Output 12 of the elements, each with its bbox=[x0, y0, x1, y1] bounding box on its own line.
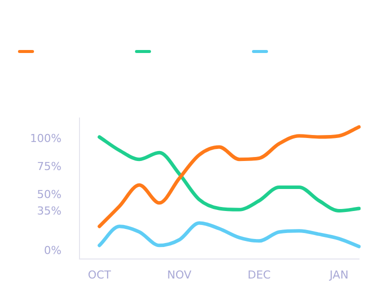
x-tick-label: OCT bbox=[88, 268, 112, 282]
y-tick-label: 50% bbox=[36, 188, 62, 201]
line-series bbox=[98, 135, 361, 212]
x-tick-label: NOV bbox=[167, 268, 192, 282]
line-series bbox=[98, 125, 361, 228]
y-tick-label: 35% bbox=[36, 204, 62, 218]
x-tick-label: JAN bbox=[328, 268, 348, 282]
y-tick-label: 0% bbox=[44, 244, 62, 257]
x-tick-label: DEC bbox=[248, 268, 272, 282]
y-tick-label: 75% bbox=[36, 160, 62, 174]
y-tick-label: 100% bbox=[30, 132, 62, 146]
line-series bbox=[98, 221, 361, 248]
